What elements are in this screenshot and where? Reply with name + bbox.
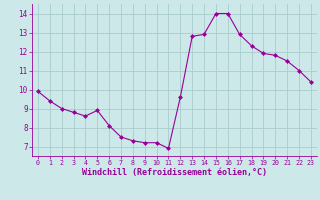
- X-axis label: Windchill (Refroidissement éolien,°C): Windchill (Refroidissement éolien,°C): [82, 168, 267, 177]
